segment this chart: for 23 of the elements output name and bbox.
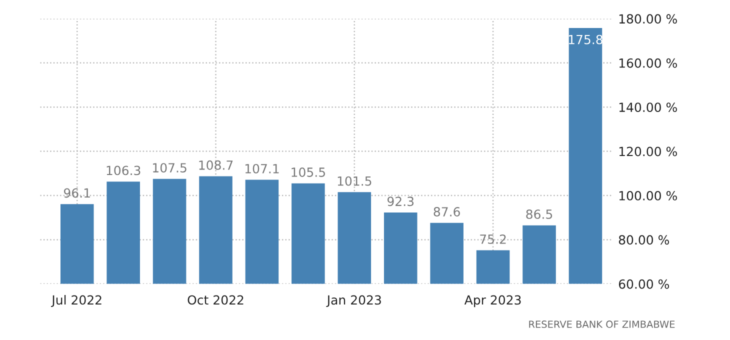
data-label: 107.5 <box>153 163 186 173</box>
y-tick-label: 60.00 % <box>618 279 670 289</box>
x-tick-label: Jul 2022 <box>51 295 102 308</box>
data-label: 92.3 <box>387 196 414 206</box>
data-label: 101.5 <box>338 176 372 186</box>
x-tick-label: Apr 2023 <box>464 295 521 308</box>
data-label: 108.7 <box>199 160 233 170</box>
y-tick-label: 140.00 % <box>619 102 677 112</box>
y-tick-label: 80.00 % <box>618 235 670 245</box>
data-label: 87.6 <box>434 207 460 217</box>
text: RESERVE BANK OF ZIMBABWE <box>529 320 675 328</box>
data-label: 86.5 <box>526 209 552 219</box>
x-tick-label: Oct 2022 <box>188 295 244 305</box>
data-label: 96.1 <box>64 188 90 198</box>
x-tick-label: Jan 2023 <box>326 295 381 308</box>
y-tick-label: 100.00 % <box>619 190 677 200</box>
data-label: 75.2 <box>480 234 506 244</box>
data-label: 106.3 <box>106 166 140 176</box>
data-label: 107.1 <box>245 164 279 174</box>
data-label: 105.5 <box>292 167 325 177</box>
y-tick-label: 180.00 % <box>619 14 677 24</box>
y-tick-label: 120.00 % <box>619 146 677 156</box>
y-tick-label: 160.00 % <box>619 58 677 68</box>
